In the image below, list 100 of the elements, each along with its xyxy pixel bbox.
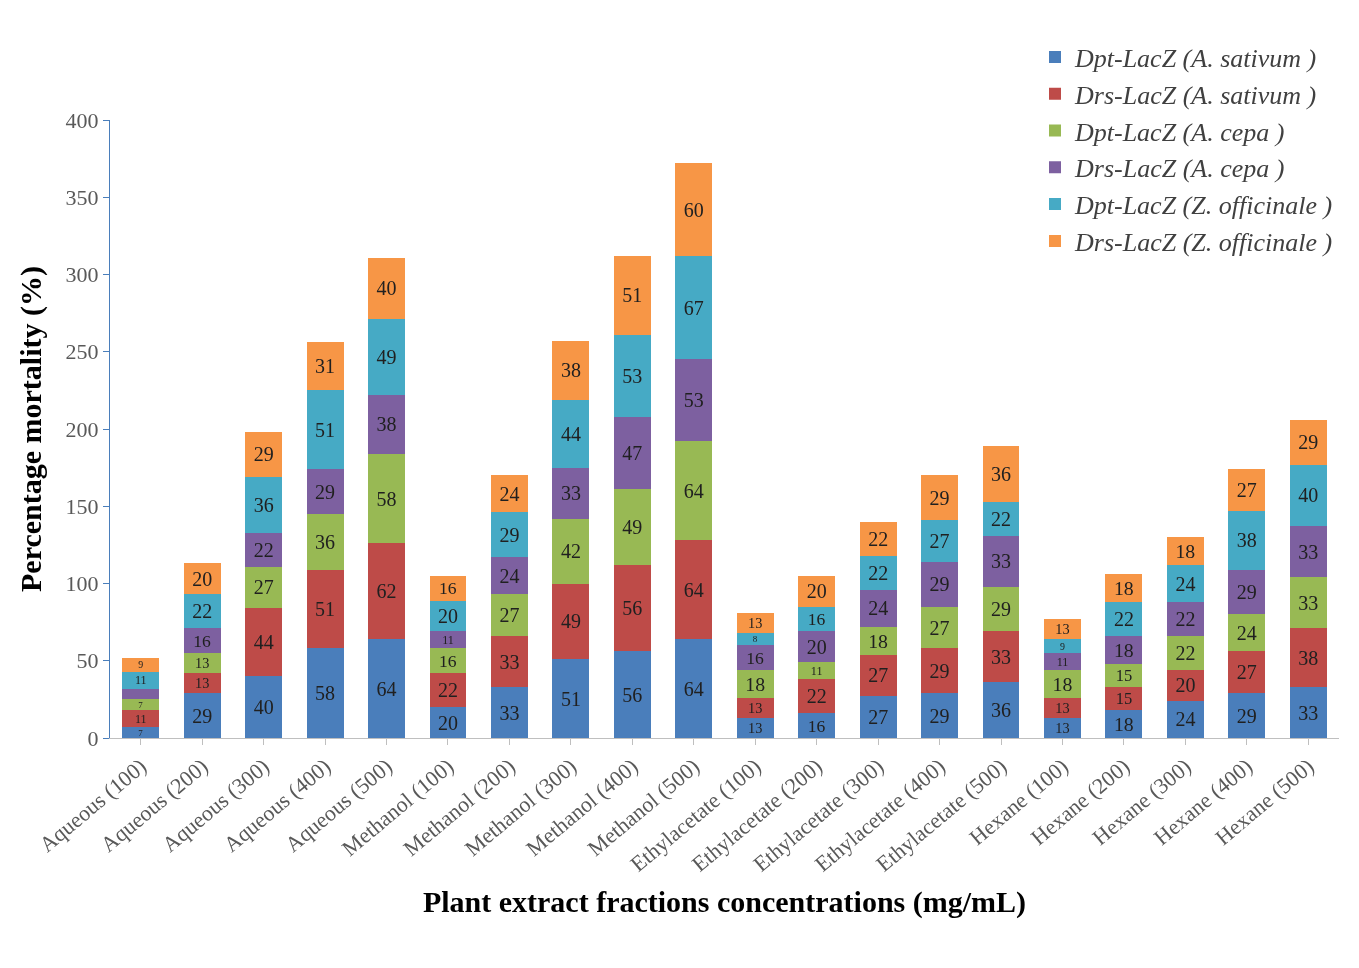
data-label: 64 xyxy=(683,479,704,502)
data-label: 13 xyxy=(1055,699,1070,716)
bar xyxy=(306,648,344,738)
data-label: 29 xyxy=(929,659,950,682)
data-label: 18 xyxy=(1113,577,1134,600)
bar xyxy=(982,535,1020,587)
bar xyxy=(1228,469,1266,511)
data-label: 29 xyxy=(192,704,213,727)
bar xyxy=(859,521,897,556)
bar xyxy=(122,657,160,672)
data-label: 20 xyxy=(437,604,458,627)
data-label: 13 xyxy=(195,655,210,672)
y-tick-label: 350 xyxy=(65,184,99,210)
data-label: 22 xyxy=(1175,608,1196,631)
bar xyxy=(245,432,283,477)
bar xyxy=(613,255,651,335)
bar xyxy=(1105,687,1143,711)
data-label: 33 xyxy=(499,650,520,673)
data-label: 22 xyxy=(868,527,889,550)
bar xyxy=(1044,717,1081,738)
data-label: 18 xyxy=(1052,672,1073,695)
y-tick-label: 200 xyxy=(65,416,99,442)
bar xyxy=(675,441,713,541)
data-label: 58 xyxy=(376,487,397,510)
legend-label: Drs-LacZ (A. sativum ) xyxy=(1074,80,1317,110)
data-label: 16 xyxy=(807,609,826,630)
bar xyxy=(490,636,528,688)
bar xyxy=(1044,697,1081,718)
bar xyxy=(613,416,651,490)
bar xyxy=(368,543,405,640)
data-label: 27 xyxy=(499,604,520,627)
bar xyxy=(1289,464,1327,527)
legend-label: Dpt-LacZ (A. cepa ) xyxy=(1074,117,1285,147)
data-label: 24 xyxy=(499,482,520,505)
bar xyxy=(1228,569,1266,615)
data-label: 20 xyxy=(437,711,458,734)
bar xyxy=(1105,602,1143,637)
bar xyxy=(552,583,590,660)
data-label: 13 xyxy=(748,719,763,736)
bar xyxy=(675,359,713,442)
data-label: 36 xyxy=(991,462,1012,485)
data-label: 51 xyxy=(315,597,336,620)
bar xyxy=(1105,663,1143,688)
bar xyxy=(306,342,344,391)
data-label: 49 xyxy=(376,346,397,369)
bar xyxy=(122,671,160,689)
bar xyxy=(921,475,959,521)
bar xyxy=(1228,614,1266,652)
bar xyxy=(982,631,1020,683)
data-label: 16 xyxy=(439,650,457,671)
data-label: 47 xyxy=(622,441,643,464)
data-label: 33 xyxy=(1298,701,1319,724)
bar xyxy=(490,594,528,637)
bar xyxy=(490,687,528,738)
bar xyxy=(368,257,405,320)
data-label: 22 xyxy=(806,685,827,708)
data-label: 22 xyxy=(1113,608,1134,631)
y-tick-label: 100 xyxy=(65,571,99,597)
bar xyxy=(798,713,836,738)
data-label: 44 xyxy=(253,631,274,654)
data-label: 38 xyxy=(376,413,397,436)
data-label: 29 xyxy=(929,573,950,596)
data-label: 29 xyxy=(991,597,1012,620)
bar xyxy=(613,651,651,738)
data-label: 64 xyxy=(683,677,704,700)
data-label: 29 xyxy=(929,704,950,727)
bar xyxy=(982,682,1020,738)
data-label: 42 xyxy=(560,540,581,563)
bar xyxy=(798,679,836,714)
data-label: 29 xyxy=(929,486,950,509)
data-label: 40 xyxy=(1298,484,1319,507)
data-label: 7 xyxy=(138,727,144,738)
bar xyxy=(613,489,651,565)
data-label: 7 xyxy=(138,699,144,710)
data-label: 31 xyxy=(315,355,336,378)
data-label: 11 xyxy=(134,711,147,726)
bar xyxy=(675,639,713,738)
data-label: 13 xyxy=(748,699,763,716)
bar xyxy=(490,557,528,595)
data-label: 29 xyxy=(1236,581,1257,603)
bar xyxy=(183,594,221,629)
data-label: 22 xyxy=(192,600,213,623)
bar xyxy=(1166,602,1204,637)
bar xyxy=(921,561,959,607)
data-label: 27 xyxy=(929,616,950,639)
bar xyxy=(245,476,283,533)
y-tick-label: 300 xyxy=(65,262,99,288)
data-label: 27 xyxy=(253,576,274,599)
data-label: 22 xyxy=(1175,642,1196,665)
bar xyxy=(1289,687,1327,738)
bar xyxy=(245,676,283,738)
bar xyxy=(1044,619,1081,640)
bar xyxy=(552,399,590,468)
bar xyxy=(552,467,590,519)
bar xyxy=(613,334,651,417)
data-label: 16 xyxy=(746,647,765,668)
bar xyxy=(859,696,897,738)
data-label: 20 xyxy=(806,635,827,658)
data-label: 18 xyxy=(1175,540,1196,563)
bar xyxy=(368,395,405,454)
